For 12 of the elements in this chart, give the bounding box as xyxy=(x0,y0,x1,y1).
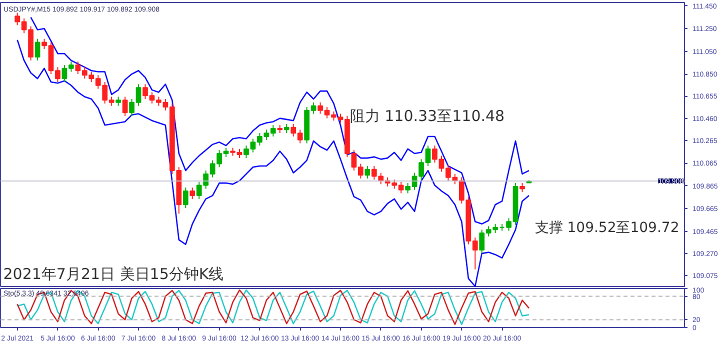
annotation: 阻力 110.33至110.48 xyxy=(350,107,505,126)
candlestick xyxy=(122,96,128,117)
candlestick xyxy=(116,96,122,106)
candlestick xyxy=(182,187,188,209)
line-series xyxy=(30,16,530,225)
candlestick xyxy=(190,187,196,200)
candlestick xyxy=(520,182,525,193)
text: 支撑 109.52至109.72 xyxy=(534,220,680,236)
candlestick xyxy=(364,166,370,179)
candlestick xyxy=(284,123,290,134)
candlestick xyxy=(34,38,40,61)
annotation: 2021年7月21日 美日15分钟K线 xyxy=(3,265,224,284)
